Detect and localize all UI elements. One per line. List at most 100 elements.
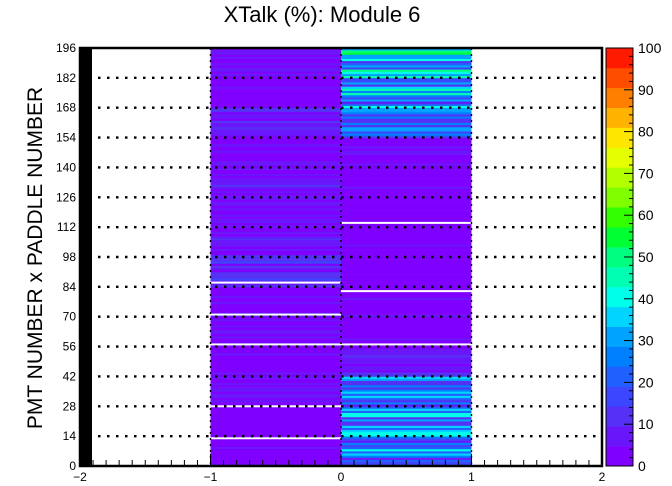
heatmap-cell <box>210 111 341 115</box>
heatmap-cell <box>210 54 341 57</box>
heatmap-cell <box>341 378 472 381</box>
color-scale: 0 10 20 30 40 50 60 70 80 90 100 <box>605 40 662 474</box>
heatmap-cell <box>210 69 341 72</box>
y-tick-label: 98 <box>63 250 77 264</box>
heatmap-cell <box>210 340 341 343</box>
heatmap-cell <box>210 448 341 452</box>
heatmap-cell <box>341 389 472 392</box>
heatmap-cell <box>210 451 341 454</box>
heatmap-cell <box>341 252 472 256</box>
heatmap-cell <box>210 429 341 433</box>
heatmap-cell <box>210 171 341 175</box>
heatmap-cell <box>210 303 341 307</box>
palette-swatch <box>606 366 633 387</box>
grid-lines <box>80 48 602 466</box>
empty-row <box>210 281 341 284</box>
heatmap-cell <box>341 406 472 409</box>
heatmap-cell <box>210 357 341 360</box>
heatmap-cell <box>210 308 341 311</box>
heatmap-cell <box>341 295 472 298</box>
heatmap-cell <box>341 71 472 74</box>
heatmap-cell <box>210 265 341 268</box>
heatmap-cell <box>210 233 341 236</box>
empty-row <box>341 221 472 224</box>
palette-swatch <box>606 107 633 128</box>
heatmap-cell <box>210 391 341 394</box>
heatmap-cell <box>341 397 472 401</box>
heatmap-cell <box>341 359 472 362</box>
heatmap-cell <box>210 425 341 428</box>
heatmap-cell <box>210 143 341 147</box>
heatmap-cell <box>341 402 472 405</box>
heatmap-cell <box>341 384 472 388</box>
heatmap-cell <box>210 99 341 102</box>
z-tick-label: 30 <box>638 333 654 349</box>
heatmap-cell <box>341 77 472 81</box>
heatmap-cell <box>210 306 341 309</box>
heatmap-cell <box>341 329 472 332</box>
heatmap-cell <box>210 79 341 83</box>
heatmap-cell <box>341 440 472 443</box>
z-tick-label: 0 <box>638 458 646 474</box>
heatmap-cell <box>341 161 472 164</box>
heatmap-cell <box>210 201 341 204</box>
heatmap-cell <box>210 182 341 185</box>
heatmap-cell <box>210 244 341 247</box>
heatmap-cell <box>210 310 341 313</box>
heatmap-cell <box>210 252 341 256</box>
heatmap-cell <box>210 412 341 416</box>
heatmap-cell <box>341 271 472 275</box>
heatmap-cell <box>210 338 341 341</box>
heatmap-cell <box>341 310 472 313</box>
heatmap-cell <box>341 274 472 277</box>
heatmap-cell <box>210 126 341 130</box>
heatmap-cell <box>341 222 472 226</box>
heatmap-cell <box>341 267 472 271</box>
heatmap-cell <box>210 297 341 300</box>
heatmap-cell <box>210 323 341 326</box>
y-tick-label: 140 <box>56 160 76 174</box>
y-tick-label: 196 <box>56 41 76 55</box>
empty-row <box>210 437 341 440</box>
heatmap-cell <box>210 363 341 367</box>
heatmap-cell <box>210 114 341 117</box>
heatmap-cell <box>341 131 472 134</box>
heatmap-cell <box>341 282 472 286</box>
heatmap-cell <box>341 261 472 264</box>
heatmap-cell <box>210 239 341 243</box>
heatmap-cell <box>341 399 472 403</box>
heatmap-cell <box>210 216 341 219</box>
heatmap-cell <box>210 101 341 104</box>
heatmap-cell <box>210 184 341 187</box>
heatmap-cell <box>341 265 472 268</box>
heatmap-cell <box>210 344 341 347</box>
heatmap-cell <box>210 109 341 113</box>
heatmap-cell <box>210 169 341 172</box>
heatmap-cell <box>341 350 472 354</box>
empty-row <box>210 313 341 316</box>
heatmap-cell <box>210 122 341 126</box>
heatmap-cell <box>341 86 472 89</box>
heatmap-cell <box>341 190 472 194</box>
heatmap-cell <box>210 218 341 222</box>
heatmap-cell <box>210 416 341 420</box>
heatmap-cell <box>341 186 472 190</box>
heatmap-cell <box>210 222 341 226</box>
heatmap-cell <box>341 184 472 187</box>
palette-swatch <box>606 386 633 407</box>
heatmap-cell <box>341 323 472 326</box>
heatmap-cell <box>210 242 341 245</box>
heatmap-cell <box>210 235 341 239</box>
heatmap-cell <box>341 126 472 130</box>
heatmap-cell <box>210 276 341 279</box>
palette-swatch <box>606 406 633 427</box>
heatmap-cell <box>341 227 472 230</box>
heatmap-cell <box>210 318 341 322</box>
y-tick-label: 84 <box>63 280 77 294</box>
heatmap-cell <box>341 387 472 390</box>
heatmap-cell <box>210 374 341 377</box>
heatmap-cell <box>210 67 341 70</box>
heatmap-cell <box>341 62 472 66</box>
heatmap-cell <box>341 291 472 294</box>
heatmap-cell <box>210 271 341 275</box>
